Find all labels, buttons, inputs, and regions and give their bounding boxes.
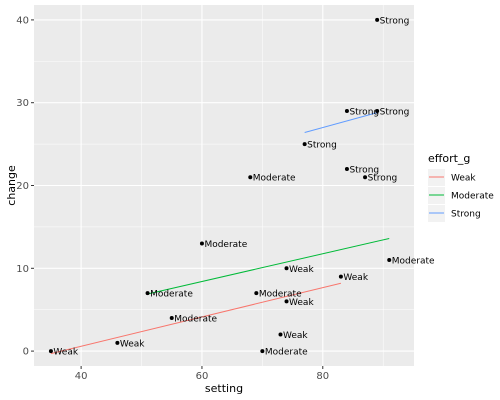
legend-item-label: Moderate [451, 192, 494, 202]
data-point [248, 175, 252, 179]
point-label: Strong [307, 141, 337, 151]
point-label: Moderate [204, 240, 247, 250]
data-point [115, 341, 119, 345]
point-label: Weak [289, 265, 314, 275]
legend-title: effort_g [428, 152, 470, 165]
x-tick-label: 80 [316, 371, 329, 382]
point-label: Weak [53, 348, 78, 358]
legend-items: Weak Moderate Strong [428, 169, 494, 222]
x-axis-title: setting [205, 382, 243, 395]
data-point [49, 349, 53, 353]
point-label: Moderate [253, 174, 296, 184]
x-tick-label: 40 [75, 371, 88, 382]
data-point [285, 266, 289, 270]
point-label: Strong [380, 16, 410, 26]
point-label: Strong [368, 174, 398, 184]
y-tick-label: 40 [16, 15, 29, 26]
data-point [146, 291, 150, 295]
x-tick-label: 60 [196, 371, 209, 382]
point-label: Moderate [392, 257, 435, 267]
legend-item-label: Weak [451, 174, 476, 184]
data-point [363, 175, 367, 179]
data-point [339, 275, 343, 279]
y-axis-title: change [5, 165, 18, 206]
point-label: Moderate [174, 314, 217, 324]
y-tick-label: 0 [23, 347, 29, 358]
point-label: Moderate [265, 348, 308, 358]
point-label: Weak [343, 273, 368, 283]
data-point [278, 333, 282, 337]
data-point [345, 167, 349, 171]
data-point [285, 299, 289, 303]
data-point [254, 291, 258, 295]
data-point [200, 241, 204, 245]
data-point [387, 258, 391, 262]
point-label: Weak [283, 331, 308, 341]
point-label: Moderate [150, 290, 193, 300]
data-point [345, 109, 349, 113]
point-label: Weak [289, 298, 314, 308]
legend: effort_g Weak Moderate Strong [428, 152, 494, 222]
y-tick-label: 10 [16, 264, 29, 275]
data-point [303, 142, 307, 146]
y-tick-label: 30 [16, 98, 29, 109]
data-point [260, 349, 264, 353]
data-point [375, 18, 379, 22]
data-point [170, 316, 174, 320]
y-tick-label: 20 [16, 181, 29, 192]
point-label: Strong [380, 107, 410, 117]
point-label: Strong [349, 107, 379, 117]
legend-item-label: Strong [451, 210, 481, 220]
point-label: Weak [120, 339, 145, 349]
